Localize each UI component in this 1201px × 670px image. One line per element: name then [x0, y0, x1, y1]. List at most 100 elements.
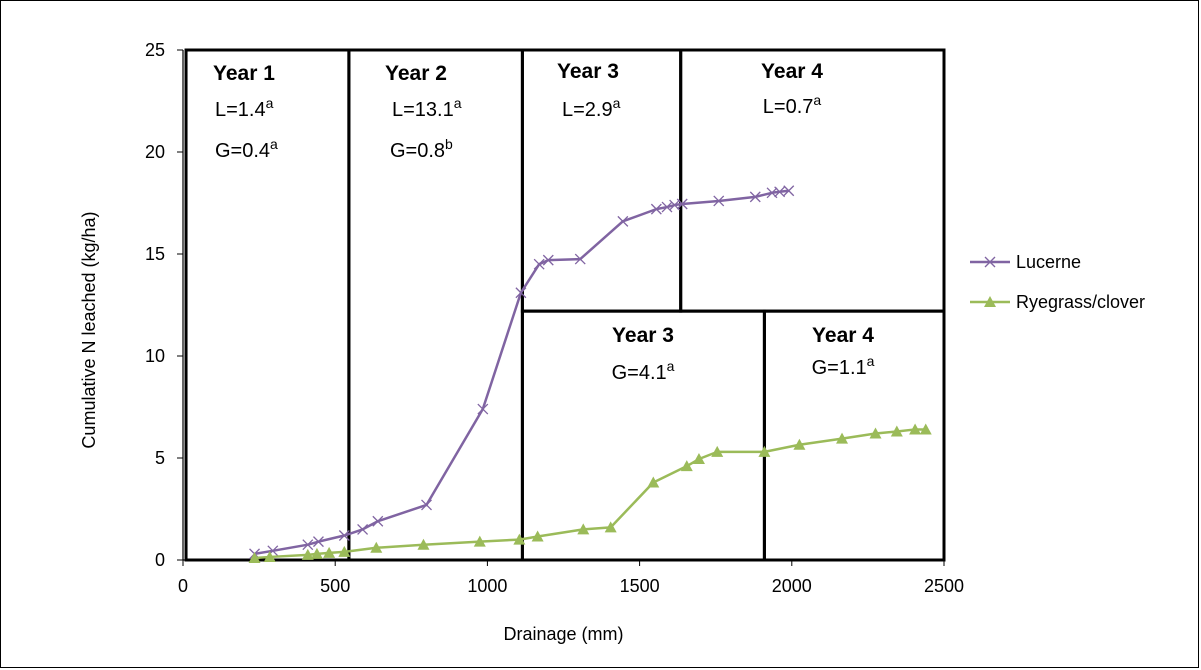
- lucerne-marker: [515, 287, 527, 299]
- ryegrass-marker: [793, 438, 806, 450]
- legend-item-lucerne: Lucerne: [970, 252, 1081, 272]
- ryegrass-marker: [577, 523, 590, 535]
- box-year-title: Year 3: [612, 324, 674, 347]
- x-tick-label: 500: [320, 576, 350, 596]
- grass-year4-box: [762, 309, 946, 562]
- x-tick-label: 2500: [924, 576, 964, 596]
- stat-value: G=0.8: [390, 140, 445, 162]
- lucerne-marker: [650, 203, 662, 215]
- significance-letter: a: [454, 95, 462, 111]
- box-stat-label: G=4.1a: [612, 358, 675, 384]
- year-boxes: [184, 48, 946, 562]
- grass-year3-box: [520, 309, 766, 562]
- ryegrass-marker: [370, 541, 383, 553]
- stat-value: L=1.4: [215, 99, 266, 121]
- ryegrass-series: [248, 423, 932, 563]
- ryegrass-marker: [909, 423, 922, 435]
- ryegrass-marker: [984, 296, 996, 307]
- box-year-title: Year 2: [385, 62, 447, 85]
- ryegrass-marker: [263, 550, 276, 562]
- box-stat-label: L=2.9a: [562, 95, 621, 121]
- lucerne-marker: [421, 499, 432, 511]
- ryegrass-marker: [531, 530, 544, 542]
- box-year-title: Year 1: [213, 62, 275, 85]
- lucerne-year3-box: [520, 48, 683, 313]
- legend: Lucerne Ryegrass/clover: [970, 252, 1145, 312]
- axes: 0 500 1000 1500 2000 2500 0 5 10 15 20 25 Drainage (…: [79, 40, 964, 644]
- ryegrass-marker: [604, 521, 617, 533]
- significance-letter: a: [667, 358, 675, 374]
- ryegrass-line: [254, 428, 926, 560]
- stat-value: L=13.1: [392, 99, 454, 121]
- y-tick-label: 10: [145, 346, 165, 366]
- lucerne-marker: [542, 254, 554, 266]
- significance-letter: a: [813, 92, 821, 108]
- box-stat-label: L=13.1a: [392, 95, 462, 121]
- ryegrass-marker: [301, 548, 314, 560]
- lucerne-year4-box: [679, 48, 946, 313]
- ryegrass-marker: [417, 538, 430, 550]
- significance-letter: a: [867, 353, 875, 369]
- x-tick-label: 0: [178, 576, 188, 596]
- lucerne-marker: [477, 403, 489, 415]
- x-tick-label: 1500: [620, 576, 660, 596]
- box-stat-label: G=0.4a: [215, 136, 278, 162]
- box-stat-label: L=1.4a: [215, 95, 274, 121]
- stat-value: G=4.1: [612, 362, 667, 384]
- legend-label: Ryegrass/clover: [1016, 292, 1145, 312]
- lucerne-marker: [302, 539, 314, 551]
- legend-item-ryegrass: Ryegrass/clover: [970, 292, 1145, 312]
- ryegrass-marker: [647, 476, 660, 488]
- ryegrass-marker: [919, 423, 932, 435]
- x-axis-title: Drainage (mm): [503, 624, 623, 644]
- ryegrass-marker: [890, 425, 903, 437]
- significance-letter: a: [613, 95, 621, 111]
- box-year-title: Year 4: [812, 324, 874, 347]
- lucerne-marker: [783, 185, 795, 197]
- ryegrass-marker: [711, 445, 724, 457]
- y-tick-label: 25: [145, 40, 165, 60]
- y-tick-label: 15: [145, 244, 165, 264]
- ryegrass-marker: [338, 545, 351, 557]
- ryegrass-marker: [758, 445, 771, 457]
- box-year-title: Year 4: [761, 60, 823, 83]
- x-tick-label: 1000: [467, 576, 507, 596]
- y-axis-title: Cumulative N leached (kg/ha): [79, 211, 99, 448]
- ryegrass-marker: [323, 546, 336, 558]
- ryegrass-marker: [473, 535, 486, 547]
- lucerne-marker: [617, 215, 629, 227]
- year2-box: [347, 48, 524, 562]
- lucerne-marker: [713, 195, 725, 207]
- lucerne-marker: [661, 201, 673, 213]
- lucerne-marker: [749, 191, 761, 203]
- y-tick-label: 0: [155, 550, 165, 570]
- lucerne-marker: [312, 536, 324, 548]
- lucerne-marker: [357, 523, 369, 535]
- significance-letter: a: [270, 136, 278, 152]
- stat-value: G=1.1: [812, 357, 867, 379]
- y-tick-label: 20: [145, 142, 165, 162]
- legend-label: Lucerne: [1016, 252, 1081, 272]
- ryegrass-marker: [692, 453, 705, 465]
- box-stat-label: G=1.1a: [812, 353, 875, 379]
- significance-letter: b: [445, 136, 453, 152]
- lucerne-marker: [372, 515, 384, 527]
- ryegrass-marker: [248, 551, 261, 563]
- stat-value: L=0.7: [763, 96, 814, 118]
- x-tick-label: 2000: [772, 576, 812, 596]
- lucerne-marker: [574, 253, 586, 265]
- lucerne-marker: [774, 186, 786, 198]
- lucerne-marker: [984, 256, 996, 268]
- ryegrass-marker: [869, 427, 882, 439]
- series-layer: [248, 185, 932, 563]
- y-tick-label: 5: [155, 448, 165, 468]
- box-stat-label: L=0.7a: [763, 92, 822, 118]
- ryegrass-marker: [680, 460, 693, 472]
- box-year-title: Year 3: [557, 60, 619, 83]
- stat-value: L=2.9: [562, 99, 613, 121]
- lucerne-marker: [533, 258, 545, 270]
- ryegrass-marker: [310, 547, 323, 559]
